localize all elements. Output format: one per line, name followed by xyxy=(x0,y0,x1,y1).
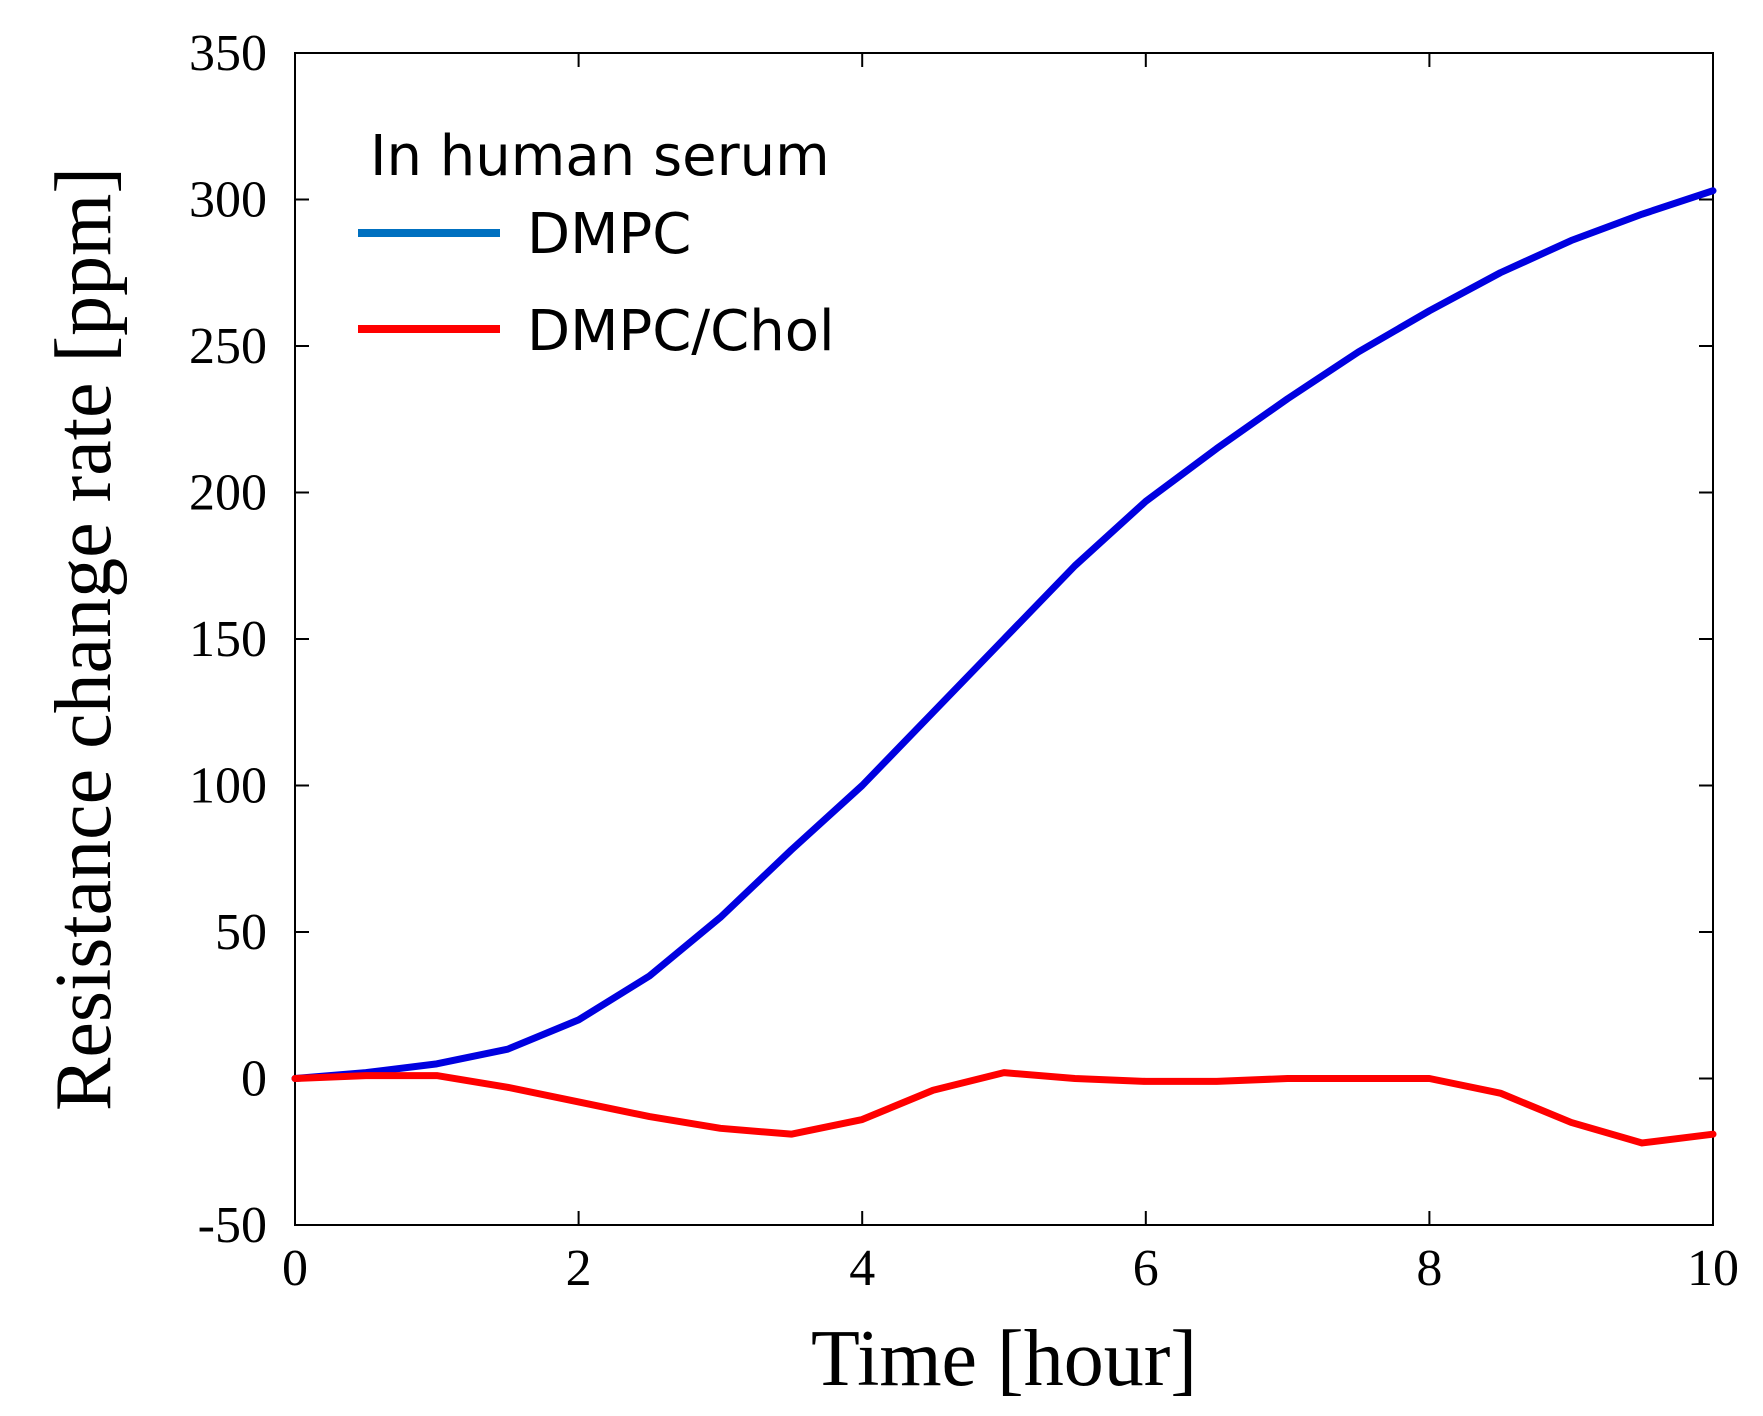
legend-label-dmpc: DMPC xyxy=(527,202,691,267)
series-line-dmpc xyxy=(291,187,1717,1082)
y-tick-label: 50 xyxy=(215,904,267,961)
y-tick-label: 200 xyxy=(189,465,267,522)
x-tick-label: 6 xyxy=(1133,1240,1159,1297)
y-tick-label: 300 xyxy=(189,172,267,229)
tick-marks xyxy=(294,52,1714,1226)
x-tick-labels: 0 2 4 6 8 10 xyxy=(282,1240,1739,1297)
x-tick-label: 10 xyxy=(1687,1240,1739,1297)
y-tick-labels: -50 0 50 100 150 200 250 300 350 xyxy=(189,25,267,1254)
legend: In human serum DMPC DMPC/Chol xyxy=(358,124,835,364)
series-lines xyxy=(291,187,1717,1147)
x-tick-label: 0 xyxy=(282,1240,308,1297)
y-tick-label: 100 xyxy=(189,758,267,815)
y-axis-title: Resistance change rate [ppm] xyxy=(40,167,128,1111)
legend-title: In human serum xyxy=(370,124,830,189)
x-axis-title: Time [hour] xyxy=(811,1315,1197,1403)
x-tick-label: 4 xyxy=(849,1240,875,1297)
y-tick-label: 150 xyxy=(189,611,267,668)
y-tick-label: 250 xyxy=(189,318,267,375)
y-tick-label: -50 xyxy=(198,1197,267,1254)
series-line-dmpc-chol xyxy=(291,1069,1717,1147)
x-tick-label: 8 xyxy=(1416,1240,1442,1297)
legend-label-dmpc-chol: DMPC/Chol xyxy=(527,299,835,364)
x-tick-label: 2 xyxy=(566,1240,592,1297)
y-tick-label: 0 xyxy=(241,1051,267,1108)
y-tick-label: 350 xyxy=(189,25,267,82)
